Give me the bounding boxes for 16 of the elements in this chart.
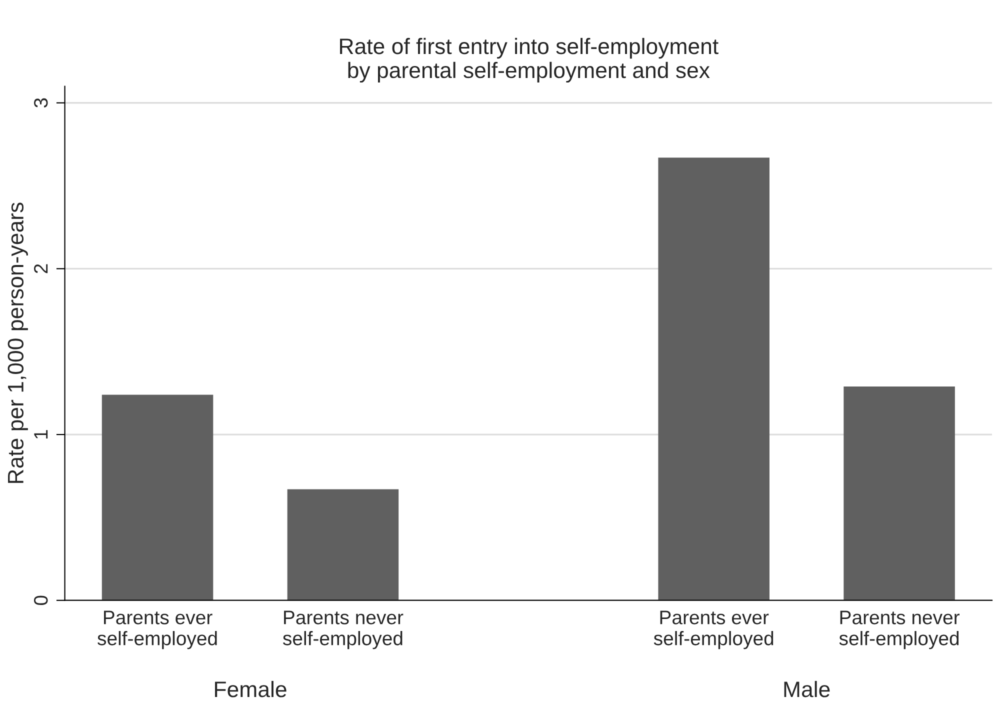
y-tick-label: 1 (34, 430, 48, 438)
bar (287, 489, 399, 600)
text: Female (215, 680, 286, 698)
x-tick-label: Parents never self-employed (282, 610, 404, 650)
x-tick-label: Parents ever self-employed (654, 610, 774, 650)
bar (102, 394, 214, 600)
y-tick-label: 2 (34, 264, 48, 274)
y-tick-label: 0 (34, 596, 48, 606)
chart-title: Rate of first entry into self-employment by parental self-employment and sex (340, 38, 718, 83)
x-tick-label: Parents never self-employed (839, 610, 960, 650)
text: Male (784, 680, 830, 698)
y-tick-label: 3 (34, 98, 48, 108)
bar (658, 158, 770, 600)
x-tick-label: Parents ever self-employed (98, 610, 217, 650)
bar (844, 386, 955, 600)
y-axis-title: Rate per 1,000 person-years (8, 202, 28, 483)
